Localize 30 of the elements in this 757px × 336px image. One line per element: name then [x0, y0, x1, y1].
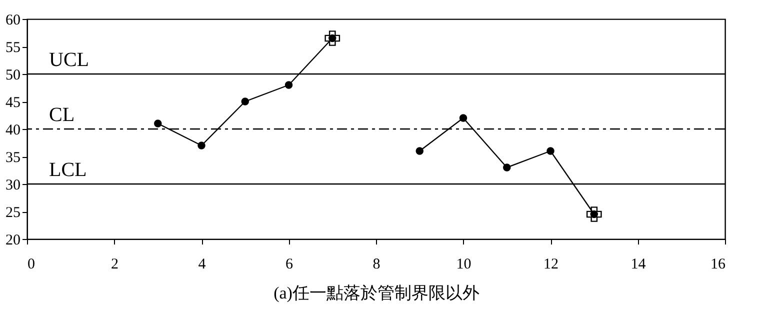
y-tick-label: 55 [6, 40, 20, 56]
point [459, 114, 468, 122]
x-tick-label: 8 [372, 256, 380, 272]
y-tick-label: 50 [6, 68, 20, 84]
point [154, 120, 162, 128]
x-tick-label: 12 [544, 256, 558, 272]
ref-line-label: UCL [49, 49, 89, 71]
y-tick-label: 45 [6, 95, 20, 111]
x-tick-label: 14 [630, 256, 646, 272]
point [416, 147, 424, 155]
y-tick-label: 25 [6, 205, 20, 221]
y-tick-label: 35 [6, 150, 20, 166]
x-axis-title: (a)任一點落於管制界限以外 [274, 284, 480, 302]
y-tick-label: 60 [6, 12, 20, 28]
x-tick-label: 10 [456, 256, 472, 272]
point [503, 164, 511, 172]
point [284, 81, 293, 89]
x-tick-label: 16 [710, 256, 726, 272]
x-tick-label: 0 [28, 256, 35, 272]
point [546, 147, 554, 155]
point [198, 142, 206, 150]
y-tick-label: 40 [6, 122, 20, 138]
y-tick-label: 30 [6, 178, 20, 194]
x-tick-label: 6 [286, 256, 294, 272]
ref-line-label: LCL [49, 159, 87, 181]
point [241, 98, 249, 106]
y-tick-label: 20 [6, 232, 20, 248]
x-tick-label: 4 [198, 256, 206, 272]
x-tick-label: 2 [111, 256, 118, 272]
ref-line-label: CL [49, 104, 75, 126]
